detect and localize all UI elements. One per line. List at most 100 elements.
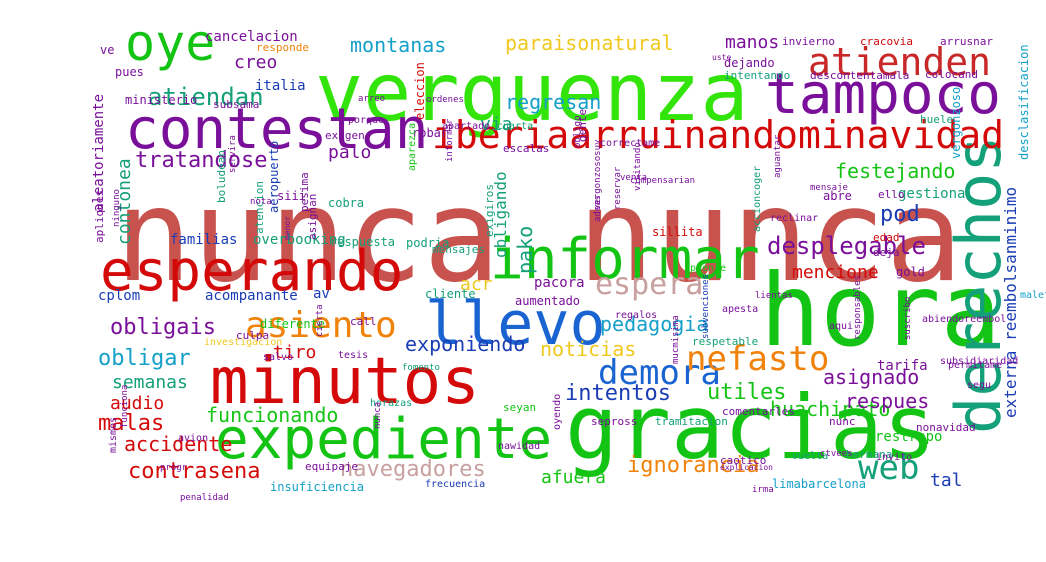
cloud-word: nunc — [829, 415, 856, 428]
cloud-word: exigiros — [483, 184, 496, 237]
cloud-word: oyendo — [552, 394, 563, 430]
cloud-word: av — [313, 286, 330, 302]
cloud-word: diferente — [260, 317, 325, 331]
cloud-word: intentando — [724, 69, 790, 82]
cloud-word: aeropuerto — [267, 141, 281, 213]
cloud-word: tratandose — [135, 148, 267, 173]
cloud-word: pod — [880, 202, 920, 227]
cloud-word: segu — [967, 380, 991, 391]
cloud-word: nunca — [373, 402, 383, 429]
cloud-word: llevo — [425, 289, 606, 359]
cloud-word: ello — [878, 188, 905, 201]
cloud-word: lientas — [755, 291, 793, 301]
cloud-word: explicacion — [720, 463, 773, 472]
cloud-word: nonavidad — [916, 421, 976, 434]
cloud-word: robar — [412, 126, 448, 140]
cloud-word: oye — [125, 14, 215, 72]
cloud-word: podria — [406, 236, 449, 250]
cloud-word: ignorancia — [627, 453, 759, 478]
cloud-word: ordenes — [426, 95, 464, 105]
cloud-word: exigen — [325, 129, 365, 142]
cloud-word: minutos — [210, 345, 480, 419]
cloud-word: escalas — [503, 142, 549, 155]
cloud-word: mencione — [792, 262, 879, 283]
cloud-word: penalidad — [180, 493, 229, 503]
cloud-word: cierta — [315, 304, 325, 337]
cloud-word: intentos — [565, 381, 671, 406]
cloud-word: frecuencia — [425, 479, 485, 490]
cloud-word: regalos — [615, 310, 657, 321]
cloud-word: verguenza — [315, 46, 748, 139]
cloud-word: nunca nunca — [115, 162, 963, 311]
cloud-word: colocand — [925, 68, 978, 81]
cloud-word: abre — [823, 189, 852, 203]
cloud-word: limabarcelona — [772, 477, 866, 491]
cloud-word: mensaje — [810, 183, 848, 193]
cloud-word: respuesta — [330, 235, 395, 249]
cloud-word: apesta — [722, 304, 758, 315]
cloud-word: hora — [760, 252, 1001, 369]
cloud-word: investigacion — [204, 337, 282, 348]
cloud-word: arreo — [358, 94, 385, 104]
cloud-word: huele — [920, 113, 953, 126]
cloud-word: pacora — [534, 275, 585, 291]
cloud-word: visitando — [633, 142, 643, 191]
cloud-word: dejando — [724, 56, 775, 70]
cloud-word: boludean — [215, 150, 228, 203]
cloud-word: insuficiencia — [270, 480, 364, 494]
cloud-word: huachipato — [770, 397, 890, 421]
cloud-word: acr — [460, 274, 493, 295]
cloud-word: reclinar — [770, 213, 818, 224]
cloud-word: cancelacion — [205, 29, 298, 45]
cloud-word: equipaje — [305, 460, 358, 473]
cloud-word: restrepo — [875, 429, 942, 445]
cloud-word: gracias — [565, 376, 936, 479]
cloud-word: pues — [115, 65, 144, 79]
cloud-word: aqui — [829, 321, 853, 332]
cloud-word: desplegable — [767, 232, 926, 260]
cloud-word: paraisonatural — [505, 31, 674, 55]
cloud-word: obligando — [491, 171, 510, 258]
cloud-word: respues — [845, 389, 929, 413]
cloud-word: sillita — [652, 225, 703, 239]
cloud-word: invito — [876, 452, 912, 463]
cloud-word: arrusnar — [940, 35, 993, 48]
cloud-word: afuera — [541, 467, 606, 488]
cloud-word: asignan — [306, 194, 319, 240]
cloud-word: via — [480, 114, 513, 135]
cloud-word: uste — [712, 53, 731, 62]
cloud-word: informar — [490, 227, 760, 292]
cloud-word: atencion — [253, 181, 266, 234]
cloud-word: apliques — [93, 190, 106, 243]
cloud-word: invierno — [782, 35, 835, 48]
cloud-word: deja — [873, 246, 900, 259]
cloud-word: irma — [752, 485, 774, 495]
cloud-word: nota — [250, 197, 272, 207]
cloud-word: noticias — [540, 337, 636, 361]
cloud-word: tesis — [338, 350, 368, 361]
cloud-word: overbooking — [253, 232, 346, 248]
cloud-word: espera — [595, 267, 703, 302]
cloud-word: puente — [690, 263, 726, 274]
cloud-word: aleatoriamente — [91, 94, 107, 212]
cloud-word: suscribo — [903, 297, 913, 340]
cloud-word: nefasto — [686, 339, 829, 379]
cloud-word: progr — [160, 463, 188, 473]
cloud-word: menor — [283, 216, 292, 240]
cloud-word: esperando — [100, 239, 403, 304]
cloud-word: seyan — [503, 401, 536, 414]
cloud-word: regresan — [505, 90, 601, 114]
cloud-word: avion — [178, 433, 208, 444]
cloud-word: abiendoreembol — [922, 314, 1006, 325]
cloud-word: italia — [255, 78, 306, 94]
cloud-word: aparezca — [407, 123, 418, 171]
cloud-word: horazas — [370, 398, 412, 409]
cloud-word: ninguno — [112, 189, 122, 227]
cloud-word: asiento — [245, 305, 397, 346]
cloud-word: semanas — [112, 372, 188, 393]
cloud-word: familias — [170, 232, 237, 248]
cloud-word: contestan — [125, 97, 428, 162]
cloud-word: maleta — [1020, 290, 1046, 301]
